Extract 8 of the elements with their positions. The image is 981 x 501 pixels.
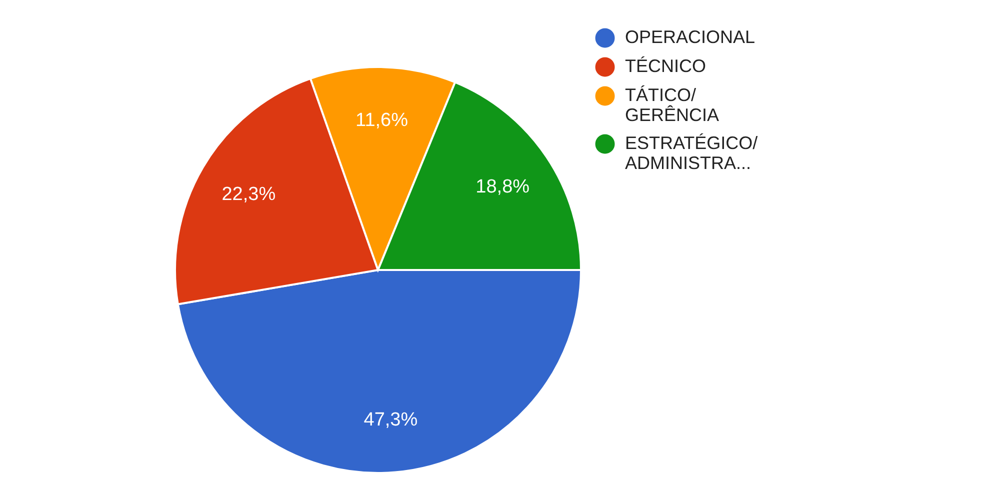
legend-label: TÁTICO/ GERÊNCIA (625, 85, 720, 125)
data-label: 11,6% (356, 110, 408, 132)
legend-label: OPERACIONAL (625, 27, 756, 47)
legend-label: ESTRATÉGICO/ ADMINISTRA... (625, 133, 758, 173)
legend-label: TÉCNICO (625, 56, 706, 76)
data-label: 22,3% (222, 184, 276, 206)
data-label: 18,8% (476, 176, 530, 198)
data-label: 47,3% (364, 409, 418, 430)
